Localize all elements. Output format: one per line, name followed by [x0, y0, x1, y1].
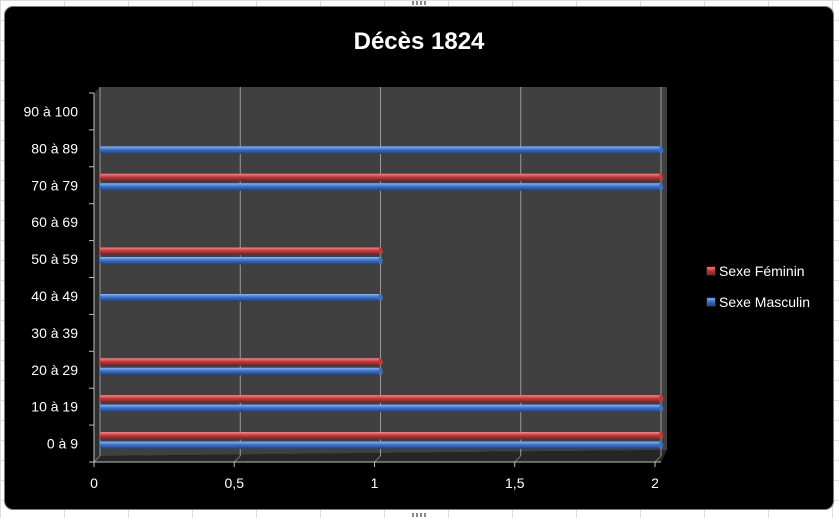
bar-masculin[interactable]: [100, 441, 664, 450]
plot-side-wall: [94, 87, 100, 462]
resize-handle-bottom[interactable]: [412, 513, 426, 517]
bar-body: [100, 367, 381, 376]
bar-end-cap: [378, 367, 383, 376]
y-category-label: 20 à 29: [31, 362, 78, 378]
bar-end-cap: [658, 432, 664, 440]
bar-body: [100, 173, 661, 182]
bar-end-cap: [658, 441, 664, 450]
bar-end-cap: [658, 404, 664, 413]
y-category-label: 90 à 100: [24, 103, 79, 119]
bar-masculin[interactable]: [100, 146, 664, 154]
gridline-floor: [233, 455, 241, 463]
x-tick-label: 1: [371, 475, 379, 491]
bar-feminin[interactable]: [100, 395, 664, 403]
x-tick-label: 0,5: [225, 475, 245, 491]
bar-body: [100, 441, 661, 450]
bar-body: [100, 293, 381, 302]
resize-handle-top[interactable]: [412, 1, 426, 5]
y-category-label: 40 à 49: [31, 288, 78, 304]
legend-swatch: [706, 297, 716, 307]
bar-end-cap: [378, 247, 383, 256]
bar-masculin[interactable]: [100, 367, 383, 376]
legend-entry-masculin[interactable]: Sexe Masculin: [706, 294, 810, 310]
bar-body: [100, 183, 661, 191]
legend-label: Sexe Féminin: [719, 263, 805, 279]
x-tick-label: 2: [651, 475, 659, 491]
bar-body: [100, 358, 381, 366]
bar-end-cap: [658, 183, 664, 191]
legend-swatch: [706, 266, 716, 276]
bar-end-cap: [658, 173, 664, 182]
bar-masculin[interactable]: [100, 183, 664, 191]
bar-feminin[interactable]: [100, 432, 664, 440]
bar-body: [100, 257, 381, 265]
bar-body: [100, 432, 661, 440]
y-category-label: 60 à 69: [31, 214, 78, 230]
bar-end-cap: [378, 293, 383, 302]
gridline-floor: [374, 455, 381, 463]
bar-body: [100, 395, 661, 403]
bar-body: [100, 404, 661, 413]
bar-end-cap: [378, 257, 383, 265]
bar-body: [100, 247, 381, 256]
y-category-label: 30 à 39: [31, 325, 78, 341]
y-category-label: 10 à 19: [31, 399, 78, 415]
bar-body: [100, 146, 661, 154]
bar-feminin[interactable]: [100, 358, 383, 366]
x-tick-label: 0: [90, 475, 98, 491]
bar-feminin[interactable]: [100, 173, 664, 182]
bar-masculin[interactable]: [100, 293, 383, 302]
bar-masculin[interactable]: [100, 257, 383, 265]
x-tick-label: 1,5: [505, 475, 525, 491]
bar-end-cap: [658, 146, 664, 154]
bar-feminin[interactable]: [100, 247, 383, 256]
y-category-label: 70 à 79: [31, 177, 78, 193]
bar-end-cap: [378, 358, 383, 366]
y-category-label: 0 à 9: [47, 436, 78, 452]
bar-end-cap: [658, 395, 664, 403]
gridline-floor: [514, 455, 522, 463]
gridline-floor: [93, 455, 101, 463]
legend-entry-feminin[interactable]: Sexe Féminin: [706, 263, 805, 279]
legend-label: Sexe Masculin: [719, 294, 810, 310]
y-category-label: 50 à 59: [31, 251, 78, 267]
chart-title: Décès 1824: [353, 28, 485, 55]
gridline-floor: [654, 455, 662, 463]
y-category-label: 80 à 89: [31, 140, 78, 156]
bar-masculin[interactable]: [100, 404, 664, 413]
